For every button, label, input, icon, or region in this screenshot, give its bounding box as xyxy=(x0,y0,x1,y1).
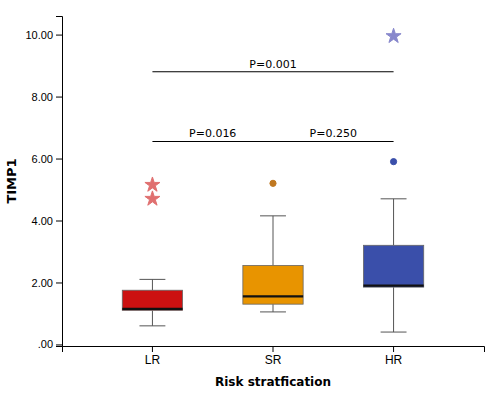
x-tick-mark xyxy=(273,346,274,352)
outlier-star xyxy=(145,191,160,205)
lower-cap xyxy=(381,332,407,333)
y-tick-mark xyxy=(56,344,62,345)
y-tick-label: 4.00 xyxy=(32,215,53,227)
y-tick-mark xyxy=(56,282,62,283)
y-tick: .00 xyxy=(38,338,62,350)
outlier-circle xyxy=(390,159,396,165)
y-tick-mark xyxy=(56,97,62,98)
y-tick-label: 8.00 xyxy=(32,91,53,103)
y-axis: .00 2.00 4.00 6.00 8.00 10.00 xyxy=(25,17,62,351)
x-axis-line xyxy=(63,347,485,353)
y-tick-label: .00 xyxy=(38,338,53,350)
x-tick-label: HR xyxy=(385,353,403,367)
x-tick-mark xyxy=(152,346,153,352)
outlier-circle xyxy=(270,180,276,186)
box xyxy=(243,265,303,304)
y-tick-label: 6.00 xyxy=(32,153,53,165)
y-tick-label: 2.00 xyxy=(32,276,53,288)
y-tick: 8.00 xyxy=(32,91,62,103)
box-group xyxy=(243,180,303,312)
y-tick: 2.00 xyxy=(32,276,62,288)
upper-whisker xyxy=(152,279,153,290)
x-tick-label: LR xyxy=(145,353,161,367)
y-tick-mark xyxy=(56,35,62,36)
chart: .00 2.00 4.00 6.00 8.00 10.00 LR SR HR Risk strat… xyxy=(0,0,500,398)
x-tick-mark xyxy=(393,346,394,352)
lower-cap xyxy=(139,325,165,326)
lower-whisker xyxy=(273,304,274,312)
upper-whisker xyxy=(273,216,274,266)
lower-whisker xyxy=(393,287,394,332)
median xyxy=(243,295,303,297)
upper-cap xyxy=(381,198,407,199)
significance-bracket xyxy=(152,71,393,72)
outlier-star xyxy=(145,177,160,191)
annotations: P=0.016 P=0.250 P=0.001 xyxy=(189,58,357,141)
y-tick: 4.00 xyxy=(32,215,62,227)
y-tick-label: 10.00 xyxy=(25,29,53,41)
x-tick: SR xyxy=(265,346,282,367)
box-group xyxy=(122,177,182,326)
x-axis: LR SR HR xyxy=(63,346,485,367)
significance-label: P=0.250 xyxy=(310,127,357,140)
y-tick-mark xyxy=(56,159,62,160)
box-group xyxy=(363,28,423,332)
lower-cap xyxy=(260,311,286,312)
upper-cap xyxy=(139,279,165,280)
y-tick-mark xyxy=(56,221,62,222)
upper-whisker xyxy=(393,199,394,245)
x-axis-title: Risk stratfication xyxy=(215,375,331,389)
x-tick: HR xyxy=(385,346,403,367)
box xyxy=(122,290,182,310)
significance-label: P=0.001 xyxy=(249,58,296,71)
median xyxy=(363,284,423,286)
x-tick: LR xyxy=(145,346,161,367)
significance-label: P=0.016 xyxy=(189,127,236,140)
upper-cap xyxy=(260,215,286,216)
box xyxy=(363,245,423,287)
outlier-star xyxy=(386,28,401,42)
significance-bracket xyxy=(273,141,394,142)
lower-whisker xyxy=(152,310,153,325)
y-tick: 6.00 xyxy=(32,153,62,165)
median xyxy=(122,308,182,310)
y-tick: 10.00 xyxy=(25,29,62,41)
y-axis-line xyxy=(56,17,63,347)
y-axis-title: TIMP1 xyxy=(4,158,19,203)
marks xyxy=(122,28,423,332)
plot: .00 2.00 4.00 6.00 8.00 10.00 LR SR HR Risk strat… xyxy=(4,17,485,390)
significance-bracket xyxy=(152,141,273,142)
x-tick-label: SR xyxy=(265,353,282,367)
